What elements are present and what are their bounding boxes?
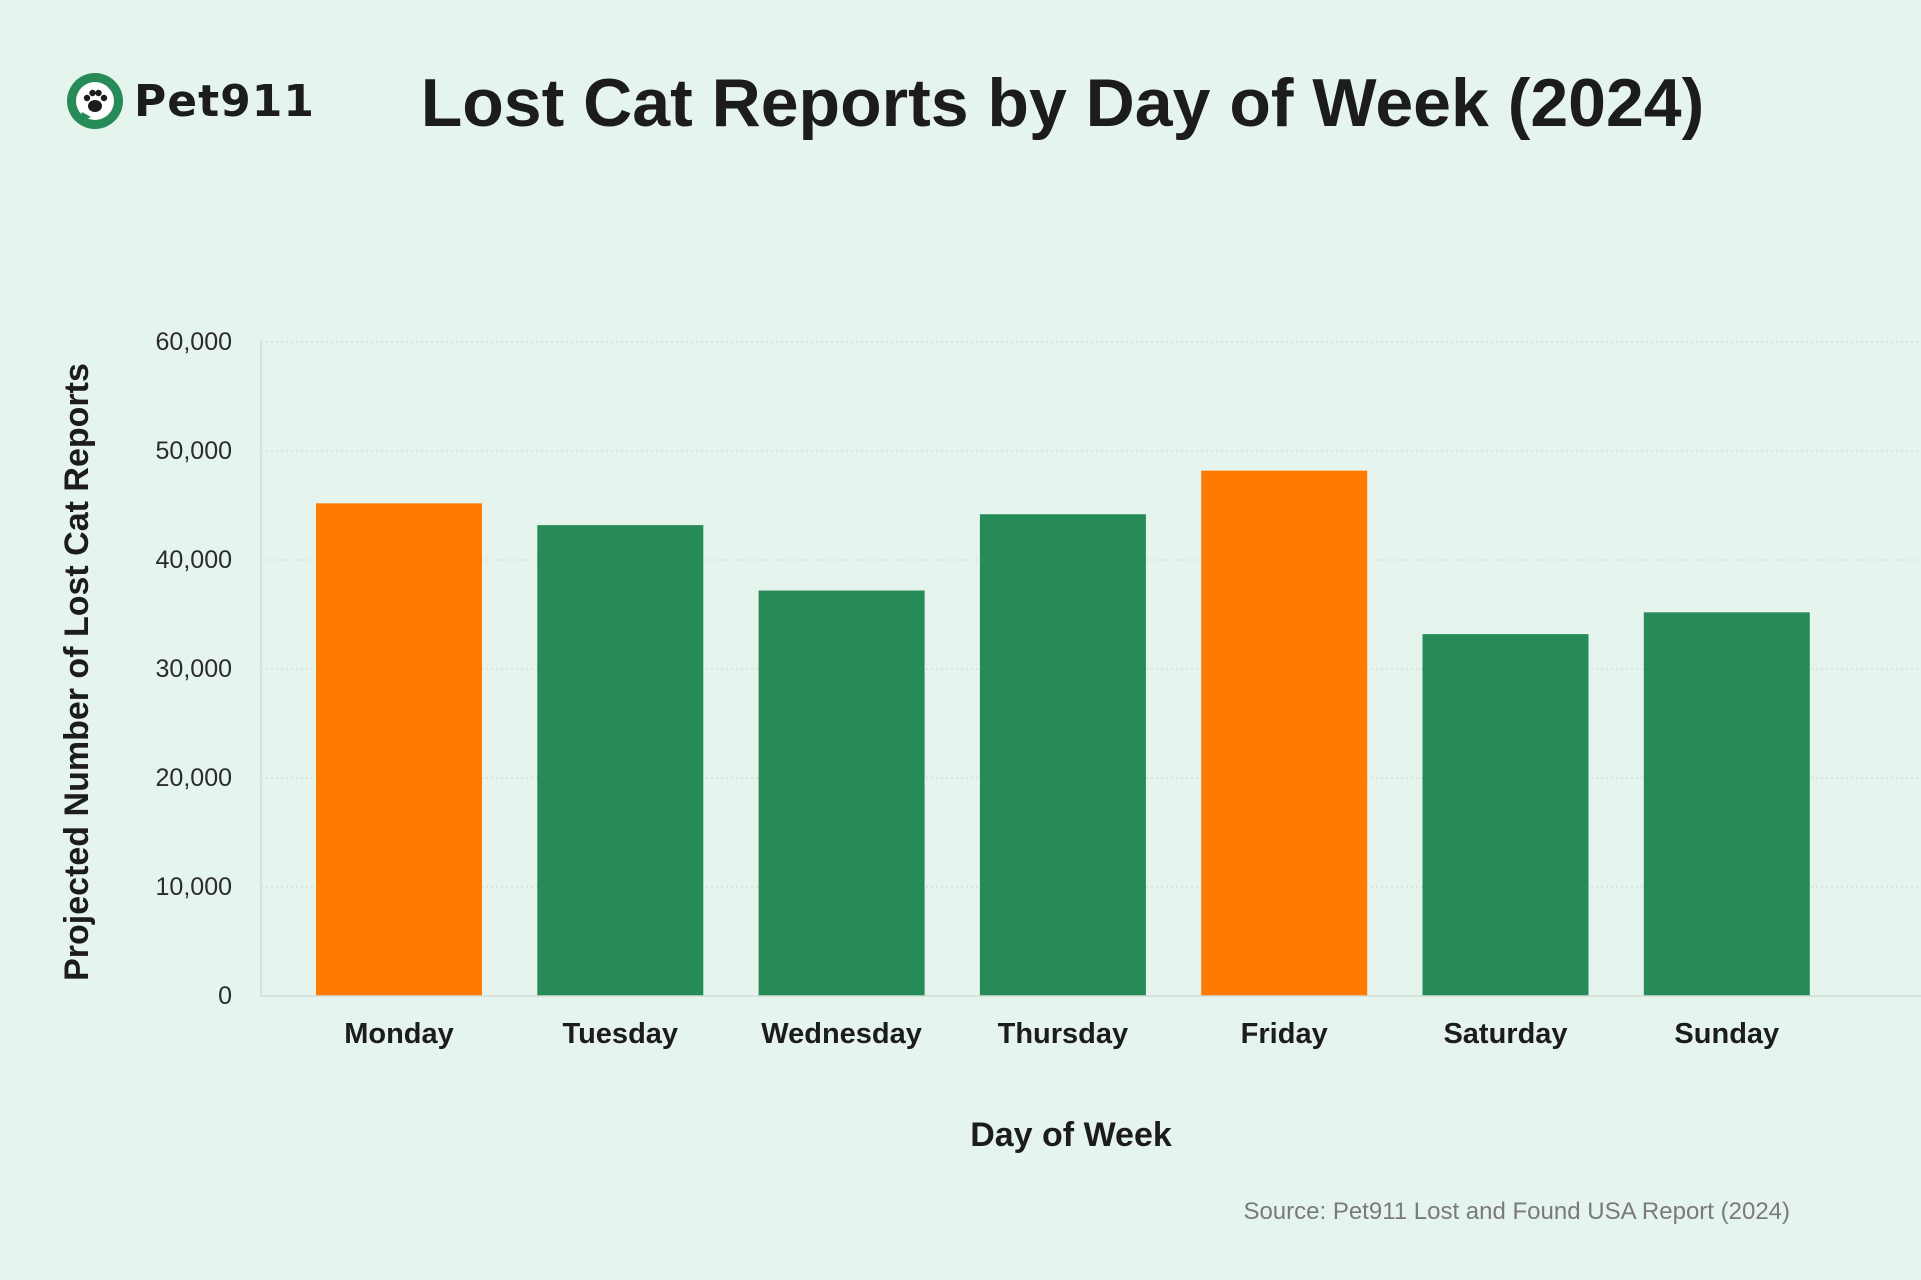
x-tick-label: Saturday [1443, 1018, 1567, 1050]
x-tick-label: Tuesday [563, 1018, 679, 1050]
y-tick-label: 20,000 [156, 764, 232, 792]
x-tick-label: Thursday [998, 1018, 1129, 1050]
y-tick-label: 10,000 [156, 873, 232, 901]
bar-monday [316, 503, 482, 996]
brand-logo: Pet911 [66, 71, 315, 131]
bar-thursday [979, 514, 1146, 996]
y-tick-label: 40,000 [156, 546, 232, 574]
bars [316, 470, 1810, 996]
y-tick-labels: 0 10,000 20,000 30,000 40,000 50,000 60,000 [156, 328, 232, 1010]
bar-friday [1201, 470, 1368, 996]
y-tick-label: 0 [218, 982, 232, 1010]
x-tick-labels: Monday Tuesday Wednesday Thursday Friday Satu… [344, 1018, 1779, 1050]
y-axis-title: Projected Number of Lost Cat Reports [58, 363, 96, 981]
chart-title: Lost Cat Reports by Day of Week (2024) [420, 65, 1705, 141]
x-axis-title: Day of Week [970, 1116, 1172, 1154]
bar-saturday [1422, 634, 1589, 996]
bar-tuesday [537, 525, 704, 996]
bar-wednesday [758, 590, 925, 996]
y-tick-label: 30,000 [156, 655, 232, 683]
logo-text: Pet911 [134, 75, 315, 127]
x-tick-label: Monday [344, 1018, 454, 1050]
x-tick-label: Friday [1241, 1018, 1328, 1050]
y-tick-label: 60,000 [156, 328, 232, 356]
x-tick-label: Sunday [1674, 1018, 1779, 1050]
y-tick-label: 50,000 [156, 437, 232, 465]
source-note: Source: Pet911 Lost and Found USA Report… [1243, 1198, 1790, 1225]
paw-icon [67, 73, 123, 129]
x-tick-label: Wednesday [761, 1018, 922, 1050]
bar-sunday [1643, 612, 1810, 996]
